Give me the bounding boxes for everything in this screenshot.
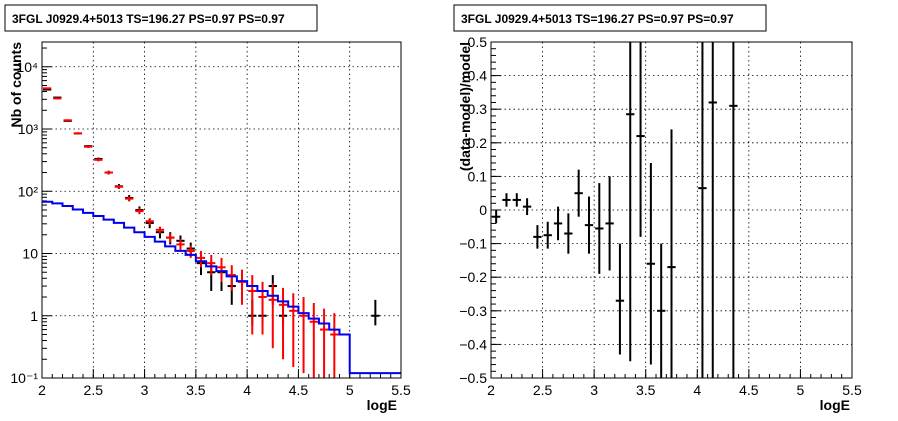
right-x-tick-label-2: 3: [590, 382, 598, 398]
left-x-tick-label-1: 2.5: [84, 382, 104, 398]
right-title-box: [453, 4, 767, 32]
right-plot-area: 2 2.5 3 3.5 4 4.5 5 5.5 −0.5 −0.4 −0.3 −0.2 −0.1 0 0.1…: [459, 34, 862, 398]
left-title: 3FGL J0929.4+5013 TS=196.27 PS=0.97 PS=0…: [12, 12, 285, 26]
right-y-tick-label-5: 0: [479, 202, 487, 218]
right-frame-border: [490, 41, 853, 379]
right-y-tick-label-4: −0.1: [459, 236, 487, 252]
left-y-tick-label-5: 10⁴: [16, 59, 38, 75]
right-y-tick-label-2: −0.3: [459, 303, 487, 319]
right-title: 3FGL J0929.4+5013 TS=196.27 PS=0.97 PS=0…: [461, 12, 734, 26]
right-x-tick-label-4: 4: [693, 382, 701, 398]
right-x-axis-title: logE: [820, 397, 850, 413]
left-frame-bg: [42, 42, 401, 378]
right-x-tick-label-6: 5: [797, 382, 805, 398]
left-x-tick-label-4: 4: [243, 382, 251, 398]
left-x-tick-label-6: 5: [346, 382, 354, 398]
right-y-tick-label-3: −0.2: [459, 269, 487, 285]
left-x-tick-label-3: 3.5: [186, 382, 206, 398]
right-x-tick-label-1: 2.5: [533, 382, 553, 398]
right-y-tick-label-9: 0.4: [468, 68, 488, 84]
right-y-tick-label-8: 0.3: [468, 101, 488, 117]
left-x-tick-label-0: 2: [38, 382, 46, 398]
left-y-tick-label-0: 10⁻¹: [10, 370, 38, 386]
left-x-tick-label-2: 3: [141, 382, 149, 398]
left-y-tick-label-1: 1: [30, 308, 38, 324]
left-panel: 3FGL J0929.4+5013 TS=196.27 PS=0.97 PS=0…: [4, 4, 411, 413]
right-y-tick-label-7: 0.2: [468, 135, 488, 151]
left-y-tick-label-3: 10²: [18, 183, 39, 199]
left-y-axis-title: Nb of counts: [8, 42, 24, 128]
right-x-tick-label-3: 3.5: [636, 382, 656, 398]
right-y-tick-label-1: −0.4: [459, 336, 487, 352]
right-x-tick-label-0: 2: [487, 382, 495, 398]
left-x-tick-label-7: 5.5: [391, 382, 411, 398]
left-x-axis-title: logE: [367, 397, 397, 413]
left-y-tick-label-4: 10³: [18, 121, 39, 137]
right-y-tick-label-0: −0.5: [459, 370, 487, 386]
right-x-tick-label-7: 5.5: [842, 382, 862, 398]
left-y-tick-label-2: 10: [22, 246, 38, 262]
left-frame-border: [41, 41, 402, 379]
right-y-tick-label-6: 0.1: [468, 168, 488, 184]
right-panel: 3FGL J0929.4+5013 TS=196.27 PS=0.97 PS=0…: [453, 4, 862, 413]
left-title-box: [4, 4, 318, 32]
left-x-tick-label-5: 4.5: [289, 382, 309, 398]
left-background-histogram: [42, 200, 401, 375]
right-y-axis-title: (data-model)/model: [457, 42, 473, 171]
left-plot-area: 2 2.5 3 3.5 4 4.5 5 5.5 10⁻¹ 1 10 10² 10³ 10⁴: [10, 41, 411, 398]
right-x-tick-label-5: 4.5: [739, 382, 759, 398]
right-y-tick-label-10: 0.5: [468, 34, 488, 50]
